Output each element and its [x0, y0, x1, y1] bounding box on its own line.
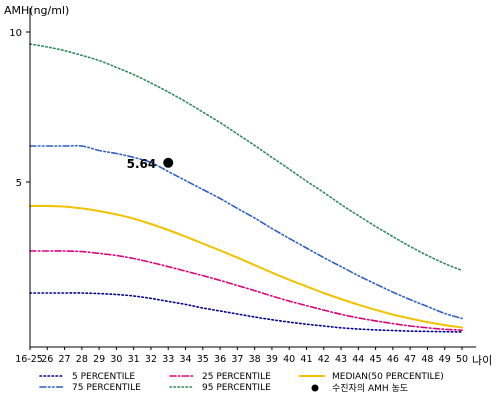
legend-swatch-patient-amh — [311, 384, 319, 392]
legend-label-95-percentile: 95 PERCENTILE — [202, 383, 271, 393]
x-axis-label: 나이 — [472, 354, 492, 367]
patient-amh-marker — [163, 157, 174, 168]
x-tick-label: 37 — [231, 354, 243, 365]
x-tick-label: 43 — [335, 354, 347, 365]
x-tick-label: 44 — [352, 354, 364, 365]
series-line-25-percentile — [29, 250, 463, 331]
y-tick-label: 10 — [9, 28, 22, 39]
series-layer — [29, 43, 463, 333]
legend-label-75-percentile: 75 PERCENTILE — [72, 383, 141, 393]
x-tick-label: 39 — [266, 354, 278, 365]
x-tick-label: 42 — [318, 354, 330, 365]
x-tick-label: 26 — [41, 354, 53, 365]
legend-label-5-percentile: 5 PERCENTILE — [72, 372, 135, 382]
x-tick-label: 32 — [145, 354, 157, 365]
x-tick-label: 33 — [162, 354, 174, 365]
x-tick-label: 28 — [76, 354, 88, 365]
x-tick-label: 49 — [439, 354, 451, 365]
x-tick-label: 50 — [456, 354, 468, 365]
x-tick-label: 36 — [214, 354, 226, 365]
series-line-95-percentile — [29, 43, 463, 272]
x-tick-label: 38 — [249, 354, 261, 365]
x-tick-label: 46 — [387, 354, 399, 365]
x-tick-label: 47 — [404, 354, 416, 365]
x-tick-label: 41 — [300, 354, 312, 365]
x-tick-label: 34 — [179, 354, 191, 365]
legend: 5 PERCENTILE 25 PERCENTILE MEDIAN(50 PERCE… — [39, 372, 444, 394]
series-line-median-50-percentile — [29, 204, 463, 329]
x-tick-label: 35 — [197, 354, 209, 365]
legend-label-patient-amh: 수진자의 AMH 농도 — [332, 383, 408, 394]
marker-layer: 5.64 — [127, 157, 174, 171]
x-tick-label: 40 — [283, 354, 295, 365]
x-tick-label: 48 — [421, 354, 433, 365]
x-tick-label: 31 — [128, 354, 140, 365]
legend-label-median-50-percentile: MEDIAN(50 PERCENTILE) — [332, 372, 444, 382]
y-axis-label: AMH(ng/ml) — [4, 4, 69, 17]
x-tick-label: 27 — [59, 354, 71, 365]
series-line-75-percentile — [29, 144, 463, 320]
y-tick-label: 5 — [16, 178, 22, 189]
x-tick-label: 45 — [370, 354, 382, 365]
x-tick-label: 30 — [110, 354, 122, 365]
x-tick-label: 16-25 — [15, 354, 43, 365]
legend-label-25-percentile: 25 PERCENTILE — [202, 372, 271, 382]
patient-amh-value-label: 5.64 — [127, 157, 157, 171]
series-line-5-percentile — [29, 292, 463, 333]
x-tick-label: 29 — [93, 354, 105, 365]
